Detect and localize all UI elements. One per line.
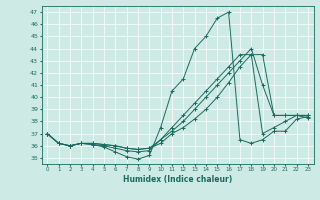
X-axis label: Humidex (Indice chaleur): Humidex (Indice chaleur) xyxy=(123,175,232,184)
